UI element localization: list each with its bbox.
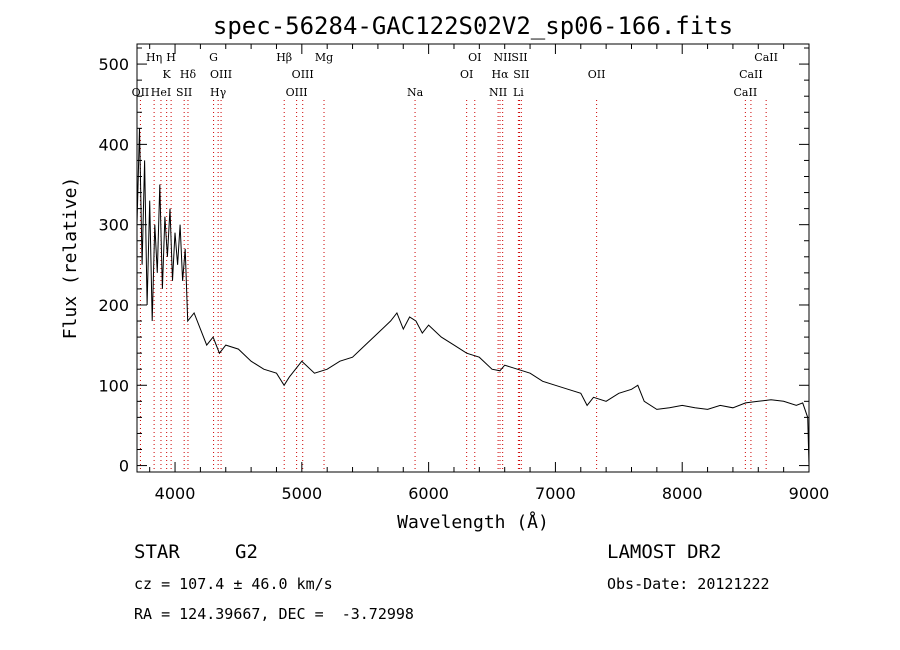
observation-date: Obs-Date: 20121222 (607, 575, 770, 593)
y-tick-label: 500 (98, 55, 129, 74)
chart-title: spec-56284-GAC122S02V2_sp06-166.fits (213, 12, 733, 40)
spectral-line-label: Mg (315, 51, 333, 64)
y-tick-label: 300 (98, 216, 129, 235)
spectral-line-label: OII (132, 86, 150, 99)
spectral-line-label: NII (489, 86, 507, 99)
spectral-line-label: OIII (292, 68, 314, 81)
spectral-line-label: OII (588, 68, 606, 81)
spectral-line-label: Hη (146, 51, 162, 64)
spectral-line-label: HeI (151, 86, 171, 99)
x-tick-label: 8000 (662, 484, 703, 503)
coordinates: RA = 124.39667, DEC = -3.72998 (134, 605, 414, 623)
spectral-line-label: OIII (286, 86, 308, 99)
spectral-subclass: G2 (235, 541, 258, 563)
axis-ticks: 4000 5000 6000 7000 8000 9000 0 100 200 300 400 500 (98, 44, 829, 503)
spectral-line-label: G (209, 51, 218, 64)
x-tick-label: 5000 (281, 484, 322, 503)
x-tick-label: 6000 (408, 484, 449, 503)
spectral-line-label: OI (460, 68, 473, 81)
spectral-line-label: Li (513, 86, 524, 99)
spectral-line-label: Hγ (210, 86, 227, 99)
x-axis-label: Wavelength (Å) (397, 511, 549, 533)
spectrum-line (136, 128, 810, 466)
redshift-value: cz = 107.4 ± 46.0 km/s (134, 575, 333, 593)
y-tick-label: 0 (119, 457, 129, 476)
spectral-line-label: Hδ (180, 68, 197, 81)
y-tick-label: 400 (98, 135, 129, 154)
y-tick-label: 200 (98, 296, 129, 315)
plot-frame (136, 43, 810, 473)
object-class: STAR (134, 541, 180, 563)
spectral-line-label: Hα (491, 68, 509, 81)
x-tick-label: 7000 (535, 484, 576, 503)
spectral-line-label: H (166, 51, 176, 64)
spectral-line-label: NII (494, 51, 512, 64)
spectral-line-label: CaII (754, 51, 778, 64)
spectral-line-label: Na (407, 86, 424, 99)
y-tick-label: 100 (98, 376, 129, 395)
x-tick-label: 9000 (789, 484, 830, 503)
spectral-line-label: OI (468, 51, 481, 64)
survey-name: LAMOST DR2 (607, 541, 722, 563)
x-tick-label: 4000 (155, 484, 196, 503)
spectral-line-label: SII (513, 68, 529, 81)
spectral-line-label: K (163, 68, 172, 81)
spectral-line-label: CaII (739, 68, 763, 81)
spectral-line-markers: OIIHηHeIKHSIIHδGHγOIIIHβOIIIOIIIMgNaOIOI… (132, 51, 778, 472)
spectral-line-label: SII (511, 51, 527, 64)
spectral-line-label: Hβ (276, 51, 292, 64)
spectral-line-label: OIII (210, 68, 232, 81)
spectral-line-label: SII (176, 86, 192, 99)
spectral-line-label: CaII (734, 86, 758, 99)
y-axis-label: Flux (relative) (60, 177, 81, 340)
